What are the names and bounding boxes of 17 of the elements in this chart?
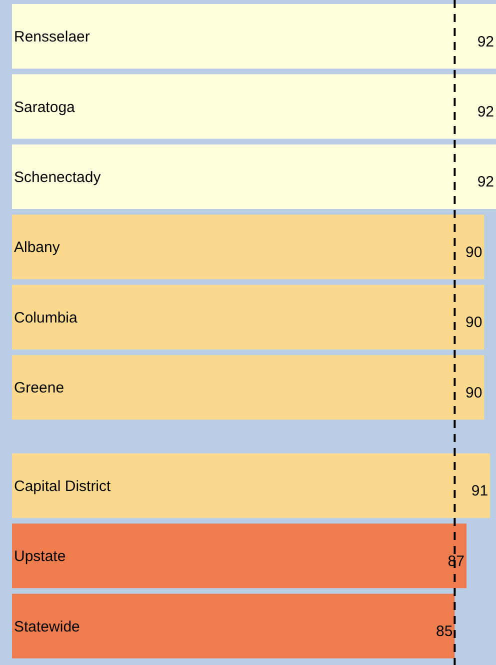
data-label: 91 [471,482,488,500]
y-tick-label: Schenectady [14,168,102,186]
y-tick-label: Upstate [14,548,66,566]
data-label: 90 [466,244,482,261]
data-label: 90 [466,384,482,402]
y-tick-label: Greene [14,380,64,397]
data-label: 92 [477,33,494,50]
y-tick-label: Rensselaer [14,28,90,46]
y-tick-label: Capital District [14,478,112,495]
y-tick-label: Albany [14,239,60,256]
y-tick-label: Columbia [14,309,78,326]
y-tick-label: Saratoga [14,98,76,116]
data-label: 85 [436,623,453,640]
data-label: 90 [466,314,482,332]
data-label: 92 [477,104,494,121]
data-label: 92 [477,174,494,191]
y-tick-label: Statewide [14,618,80,636]
